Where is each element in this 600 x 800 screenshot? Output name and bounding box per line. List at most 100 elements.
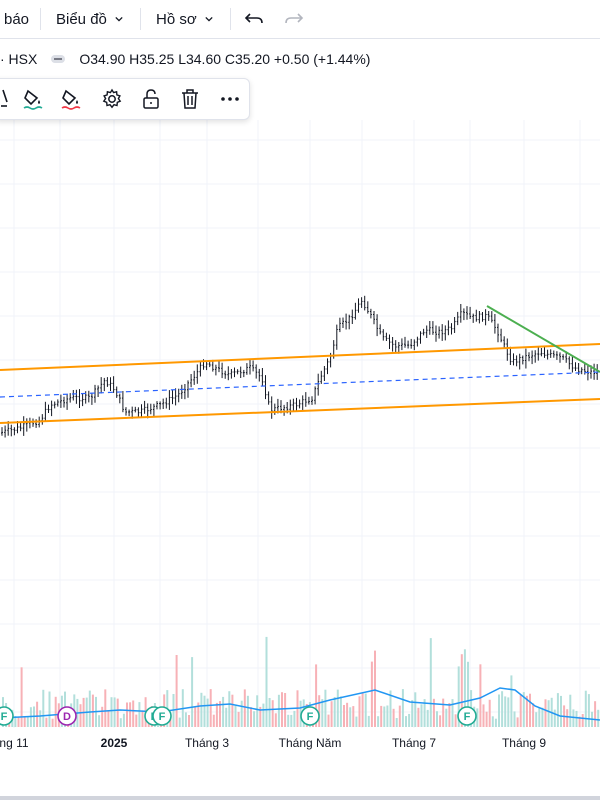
line-color-tool[interactable] [57,85,85,113]
volume-bar [228,691,231,727]
volume-bar [203,695,206,727]
volume-bar [243,689,246,727]
volume-bar [48,691,51,727]
more-icon [221,97,239,101]
volume-bar [516,717,519,727]
fill-color-tool[interactable] [19,85,47,113]
volume-bar [178,717,181,727]
volume-bar [246,695,249,727]
symbol-name[interactable]: · HSX [0,51,38,67]
volume-bar [398,705,401,727]
volume-bar [445,708,448,727]
volume-bar [222,696,225,727]
volume-bar [467,661,469,727]
volume-bar [219,701,221,727]
volume-bar [507,697,510,727]
volume-bar [454,714,457,727]
volume-bar [132,700,135,727]
volume-bar [522,692,525,727]
volume-bar [566,709,569,727]
trend-line [486,305,600,373]
price-chart[interactable]: FDFFFF [0,120,600,728]
settings-tool[interactable] [98,85,126,113]
volume-ma-line [0,687,600,721]
volume-bar [253,711,256,727]
event-marker [300,706,320,726]
volume-bar [23,716,26,727]
delete-tool[interactable] [176,85,204,113]
more-tool[interactable] [216,85,244,113]
profile-menu-button[interactable]: Hồ sơ [156,0,213,38]
volume-bar [408,713,411,727]
redo-button[interactable] [282,9,304,29]
collapse-toggle[interactable] [51,55,66,63]
volume-bar [14,716,17,727]
volume-bar [370,661,373,727]
volume-bar [349,707,352,727]
ohlc-values: O34.90 H35.25 L34.60 C35.20 +0.50 (+1.44… [79,51,371,67]
volume-bar [39,710,42,727]
volume-bar [485,711,488,727]
redo-icon [285,13,304,24]
volume-bar [290,714,293,727]
alerts-button[interactable]: báo [4,0,29,38]
unlock-icon [143,89,159,109]
undo-icon [244,13,263,24]
volume-bar [287,714,290,727]
volume-bar [367,715,370,727]
volume-bar [215,702,218,727]
pencil-tool[interactable] [0,85,23,113]
volume-bar [126,702,128,727]
volume-bar [392,708,395,727]
volume-bar [581,714,584,727]
volume-bar [442,698,445,727]
event-marker-label: F [307,711,314,723]
volume-bar [42,689,45,727]
volume-bar [107,710,110,727]
lock-tool[interactable] [137,85,165,113]
volume-bar [374,650,376,727]
volume-bar [206,698,209,727]
volume-bar [98,715,101,727]
volume-bar [141,710,144,727]
volume-bar [36,701,39,727]
volume-bar [436,711,438,727]
volume-bar [380,705,383,727]
chart-menu-button[interactable]: Biểu đồ [56,0,123,38]
volume-bar [457,666,460,727]
volume-bar [541,707,544,727]
volume-bar [277,694,280,727]
volume-bar [386,705,389,727]
bottom-border [0,796,600,800]
volume-bar [318,695,321,727]
volume-bar [488,699,491,727]
line-color-icon [61,89,81,110]
volume-bar [377,716,380,727]
fill-color-icon [23,89,43,110]
event-marker-label: F [464,711,471,723]
volume-bar [293,710,296,727]
volume-bar [355,716,358,727]
volume-bar [268,698,271,727]
volume-bar [26,716,29,727]
volume-bar [225,707,228,727]
time-axis[interactable]: ng 11 2025 Tháng 3 Tháng Năm Tháng 7 Thá… [0,728,600,756]
volume-bar [525,695,528,727]
event-marker [0,706,14,726]
volume-bar [504,696,507,727]
volume-bar [417,707,420,727]
event-marker [152,706,172,726]
volume-bar [231,694,234,727]
channel-mid-line [0,371,600,398]
volume-bar [538,707,541,727]
volume-bar [333,697,336,727]
undo-button[interactable] [244,9,266,29]
volume-bar [184,712,187,727]
volume-bar [584,690,587,727]
volume-bar [352,706,355,727]
volume-bar [194,707,197,727]
divider [140,8,141,30]
volume-bar [439,715,442,727]
volume-bar [212,714,215,727]
trash-icon [182,89,198,109]
